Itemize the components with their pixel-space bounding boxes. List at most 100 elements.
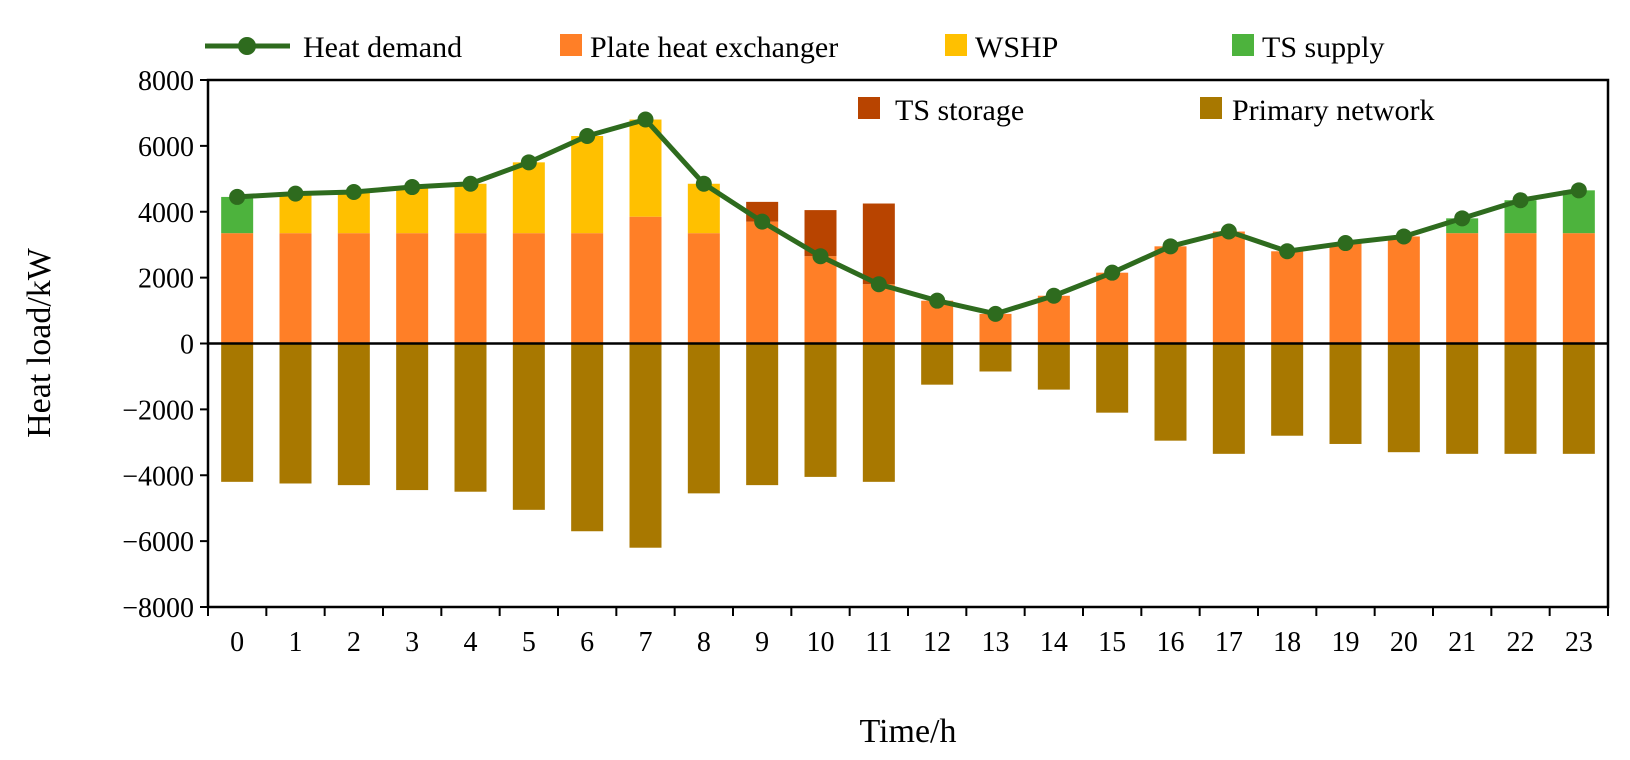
heat-demand-point-18 (1279, 243, 1296, 260)
x-tick-label: 3 (405, 627, 419, 658)
bar-wshp-4 (454, 183, 487, 234)
x-tick-label: 0 (230, 627, 244, 658)
bar-primary-network-8 (687, 343, 720, 494)
heat-demand-series (229, 111, 1587, 322)
heat-demand-point-7 (637, 111, 654, 128)
legend: Heat demand Plate heat exchanger WSHP TS… (205, 31, 1434, 127)
heat-demand-point-12 (929, 292, 946, 309)
y-tick-label: 6000 (138, 132, 194, 163)
x-tick-label: 10 (807, 627, 835, 658)
heat-demand-point-13 (987, 305, 1004, 322)
bar-primary-network-23 (1562, 343, 1595, 454)
legend-swatch (1232, 34, 1254, 56)
bar-plate-heat-exchanger-5 (512, 233, 545, 344)
bar-plate-heat-exchanger-20 (1387, 236, 1420, 344)
legend-swatch (945, 34, 967, 56)
x-tick-label: 7 (639, 627, 653, 658)
x-tick-label: 19 (1332, 627, 1360, 658)
y-tick-label: 8000 (138, 66, 194, 97)
y-tick-label: −2000 (122, 395, 194, 426)
bar-plate-heat-exchanger-10 (804, 256, 837, 344)
heat-demand-point-23 (1570, 182, 1587, 199)
y-tick-label: −8000 (122, 593, 194, 624)
x-tick-label: 8 (697, 627, 711, 658)
bar-primary-network-3 (396, 343, 429, 491)
y-axis-ticks: 8000 6000 4000 2000 0 −2000 −4000 −6000 −8000 (122, 66, 208, 624)
heat-demand-point-4 (462, 175, 479, 192)
heat-demand-point-0 (229, 188, 246, 205)
bar-plate-heat-exchanger-8 (687, 233, 720, 344)
bar-ts-storage-11 (862, 203, 895, 285)
bar-wshp-5 (512, 162, 545, 234)
bar-primary-network-10 (804, 343, 837, 477)
bar-plate-heat-exchanger-1 (279, 233, 312, 344)
x-tick-label: 13 (982, 627, 1010, 658)
x-tick-label: 4 (464, 627, 478, 658)
bar-wshp-7 (629, 119, 662, 217)
heat-demand-point-15 (1104, 264, 1121, 281)
heat-demand-point-8 (695, 175, 712, 192)
legend-label-plate-heat-exchanger: Plate heat exchanger (590, 31, 838, 64)
heat-demand-point-14 (1045, 287, 1062, 304)
bar-primary-network-15 (1096, 343, 1129, 413)
y-tick-label: −6000 (122, 527, 194, 558)
x-tick-label: 1 (289, 627, 303, 658)
bar-series (221, 119, 1595, 548)
bar-plate-heat-exchanger-21 (1446, 233, 1479, 344)
plot-frame (206, 78, 1610, 609)
heat-demand-point-1 (287, 185, 304, 202)
x-tick-label: 21 (1448, 627, 1476, 658)
bar-primary-network-21 (1446, 343, 1479, 454)
bar-plate-heat-exchanger-3 (396, 233, 429, 344)
bar-primary-network-14 (1037, 343, 1070, 390)
bar-primary-network-19 (1329, 343, 1362, 444)
x-tick-label: 17 (1215, 627, 1243, 658)
x-tick-label: 14 (1040, 627, 1068, 658)
x-tick-label: 9 (755, 627, 769, 658)
heat-demand-point-9 (754, 213, 771, 230)
legend-item-ts-storage: TS storage (858, 94, 1024, 127)
bar-plate-heat-exchanger-23 (1562, 233, 1595, 344)
heat-demand-point-21 (1454, 210, 1471, 227)
legend-item-heat-demand: Heat demand (205, 31, 462, 64)
bar-primary-network-4 (454, 343, 487, 492)
bar-primary-network-13 (979, 343, 1012, 372)
bar-plate-heat-exchanger-11 (862, 284, 895, 344)
bar-plate-heat-exchanger-15 (1096, 272, 1129, 344)
legend-swatch (858, 97, 880, 119)
legend-label-wshp: WSHP (975, 31, 1058, 64)
x-tick-label: 18 (1273, 627, 1301, 658)
bar-plate-heat-exchanger-7 (629, 216, 662, 344)
bar-plate-heat-exchanger-9 (746, 221, 779, 344)
bar-plate-heat-exchanger-16 (1154, 246, 1187, 344)
y-tick-label: −4000 (122, 461, 194, 492)
x-axis-ticks: 0 1 2 3 4 5 6 7 8 9 10 11 12 13 14 15 16 17 18 19 20 21 22 23 (207, 607, 1609, 658)
heat-demand-point-16 (1162, 238, 1179, 255)
x-tick-label: 23 (1565, 627, 1593, 658)
legend-swatch (1200, 97, 1222, 119)
bar-primary-network-5 (512, 343, 545, 510)
heat-demand-point-11 (870, 276, 887, 293)
y-axis-label: Heat load/kW (21, 247, 58, 438)
heat-demand-point-17 (1220, 223, 1237, 240)
heat-demand-point-2 (345, 183, 362, 200)
bar-primary-network-20 (1387, 343, 1420, 453)
x-tick-label: 6 (580, 627, 594, 658)
legend-label-primary-network: Primary network (1232, 94, 1434, 127)
bar-primary-network-22 (1504, 343, 1537, 454)
bar-plate-heat-exchanger-19 (1329, 243, 1362, 344)
bar-primary-network-0 (221, 343, 254, 482)
x-tick-label: 5 (522, 627, 536, 658)
bar-plate-heat-exchanger-0 (221, 233, 254, 344)
heat-demand-point-6 (579, 127, 596, 144)
legend-item-wshp: WSHP (945, 31, 1058, 64)
heat-demand-point-22 (1512, 192, 1529, 209)
bar-primary-network-11 (862, 343, 895, 482)
x-tick-label: 20 (1390, 627, 1418, 658)
bar-primary-network-12 (921, 343, 954, 385)
heat-demand-line (237, 117, 1580, 317)
bar-primary-network-2 (337, 343, 370, 486)
bar-plate-heat-exchanger-17 (1212, 231, 1245, 344)
x-tick-label: 16 (1157, 627, 1185, 658)
